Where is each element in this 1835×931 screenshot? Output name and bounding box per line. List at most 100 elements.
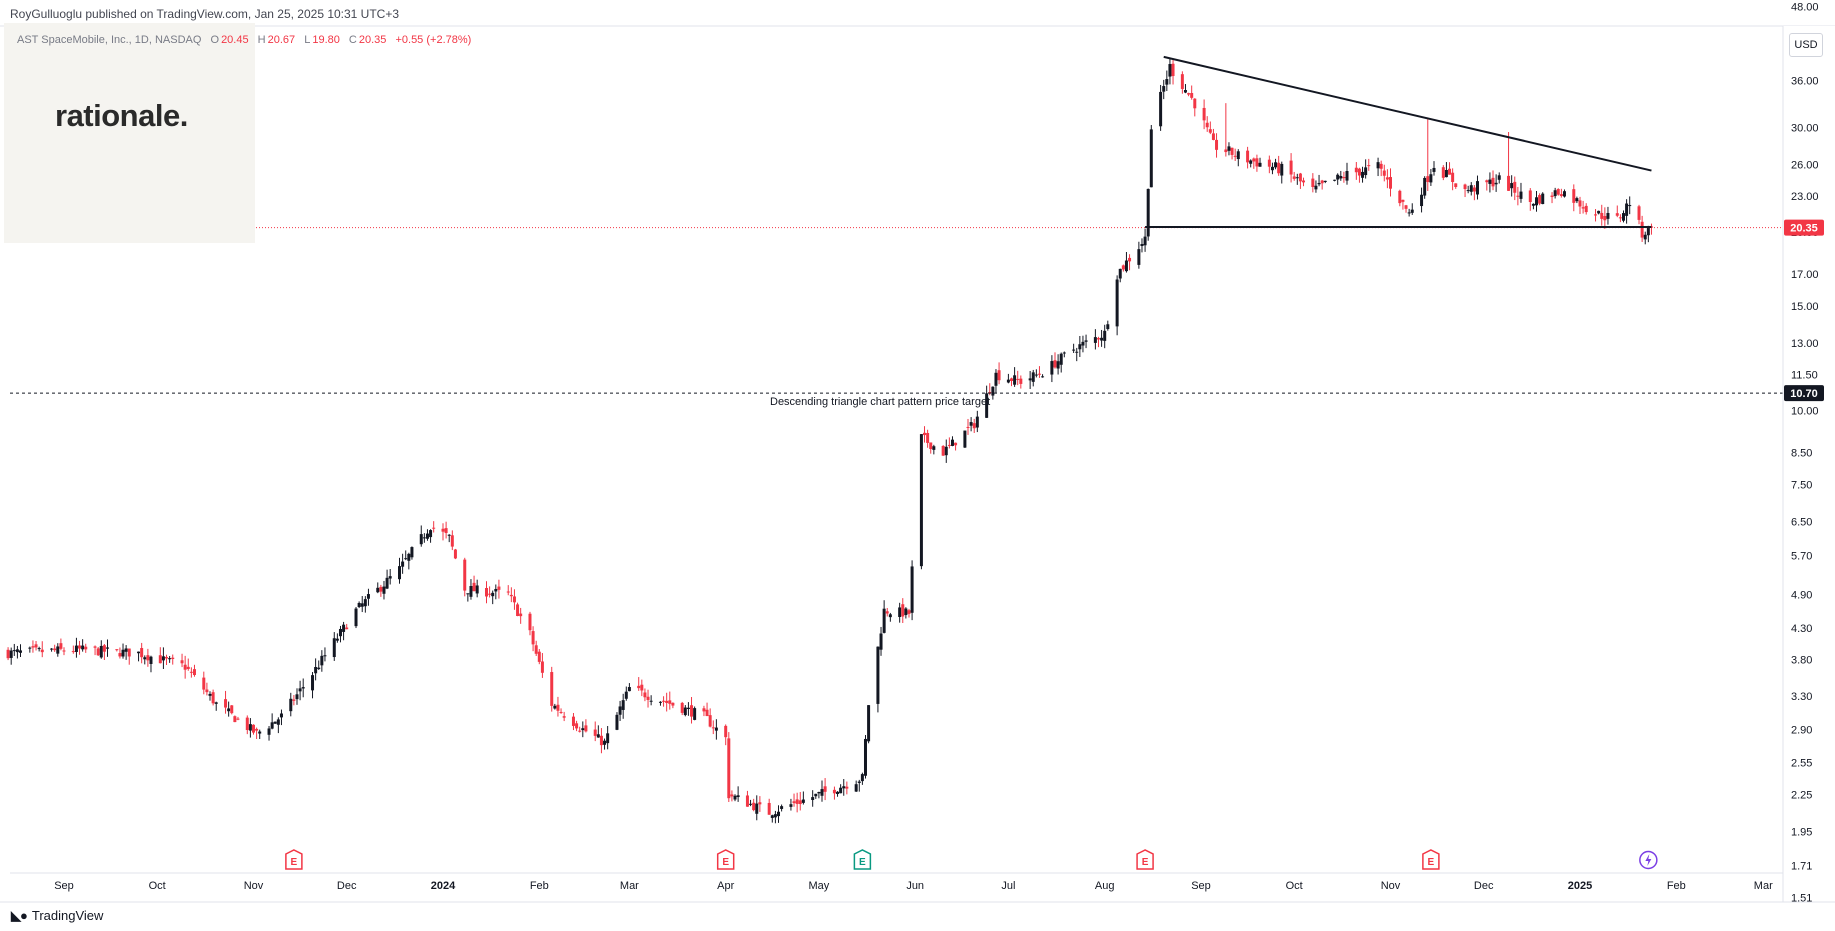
candle (1146, 188, 1150, 241)
candle (1336, 173, 1340, 185)
candle (171, 654, 175, 665)
candle (662, 696, 666, 707)
candle (233, 715, 237, 723)
candle (1128, 254, 1132, 271)
candle (1106, 320, 1110, 331)
candle (273, 721, 277, 724)
x-tick-label: 2024 (431, 880, 456, 892)
candle (332, 632, 336, 661)
candle (789, 798, 793, 811)
candle (898, 602, 902, 623)
candle (59, 638, 63, 651)
candle (832, 786, 836, 800)
candle (429, 529, 433, 543)
candle (1441, 165, 1445, 181)
currency-selector[interactable]: USD (1789, 33, 1823, 57)
candle (317, 660, 321, 670)
candle (1382, 164, 1386, 182)
x-tick-label: Nov (1381, 880, 1401, 892)
candle (214, 701, 218, 711)
candle (540, 653, 544, 678)
candle (575, 720, 579, 732)
candle (749, 799, 753, 807)
candle (276, 717, 280, 734)
candle (1410, 203, 1414, 215)
candle (615, 712, 619, 731)
candle (603, 738, 607, 750)
candle (1379, 160, 1383, 177)
close-label: C (348, 34, 357, 46)
y-tick-label: 7.50 (1791, 480, 1812, 492)
price-labels: 20.35 10.70 (1784, 219, 1824, 402)
candle (1249, 159, 1253, 168)
candle (1165, 70, 1169, 92)
candle (388, 568, 392, 585)
candle (836, 791, 840, 797)
candle (1475, 175, 1479, 200)
candle (919, 434, 923, 570)
candle (84, 643, 88, 653)
candle (1618, 214, 1622, 223)
x-tick-label: Sep (54, 880, 74, 892)
candle (1389, 168, 1392, 197)
candle (907, 608, 911, 618)
candle (1013, 367, 1017, 387)
candle (1600, 204, 1604, 226)
candle (342, 621, 346, 641)
candle (1162, 79, 1166, 100)
price-target-tag: 10.70 (1784, 385, 1824, 402)
candle (531, 626, 535, 652)
candle (876, 646, 880, 713)
candle (1140, 238, 1144, 253)
y-tick-label: 4.90 (1791, 589, 1812, 601)
candle (28, 646, 32, 653)
candle (1252, 157, 1256, 169)
tradingview-branding[interactable]: ◣● TradingView (11, 908, 103, 924)
candle (81, 639, 85, 652)
candle (422, 533, 426, 543)
candle (792, 793, 796, 807)
y-tick-label: 2.25 (1791, 790, 1812, 802)
candle (795, 792, 799, 813)
candle (432, 521, 436, 533)
candle (1280, 161, 1284, 184)
candle (857, 779, 861, 792)
candle (581, 721, 585, 738)
y-axis[interactable]: 48.0042.0036.0030.0026.0023.0020.0017.00… (1791, 2, 1819, 905)
earnings-event-icon: E (1422, 849, 1440, 870)
candle (509, 587, 513, 603)
candle (1034, 369, 1038, 378)
candle (618, 700, 622, 721)
candle (121, 643, 125, 659)
candle (1028, 370, 1032, 389)
candle (854, 780, 858, 792)
candle (1314, 180, 1318, 193)
candle (1227, 142, 1231, 156)
candle (311, 672, 315, 699)
candle (1469, 182, 1473, 196)
candle (1149, 124, 1153, 188)
candle (15, 645, 19, 659)
candle (994, 369, 998, 394)
x-tick-label: Feb (1667, 880, 1686, 892)
x-axis[interactable]: Sep Oct Nov Dec 2024 Feb Mar Apr May Jun Jul Aug Sep… (54, 880, 1773, 892)
candle (1466, 185, 1470, 194)
candle (118, 647, 122, 659)
candle (584, 719, 588, 733)
y-tick-label: 8.50 (1791, 447, 1812, 459)
candle (1463, 183, 1467, 198)
candle (1320, 179, 1324, 190)
candle (19, 644, 23, 658)
candle (823, 778, 827, 801)
candle (1056, 354, 1060, 375)
candle (770, 814, 774, 823)
candle (512, 589, 516, 610)
x-tick-label: Sep (1191, 880, 1211, 892)
candle (1258, 157, 1262, 167)
candle (1423, 176, 1427, 199)
candle (904, 607, 908, 619)
candle (1302, 177, 1306, 187)
x-tick-label: Feb (530, 880, 549, 892)
candle (146, 648, 150, 667)
